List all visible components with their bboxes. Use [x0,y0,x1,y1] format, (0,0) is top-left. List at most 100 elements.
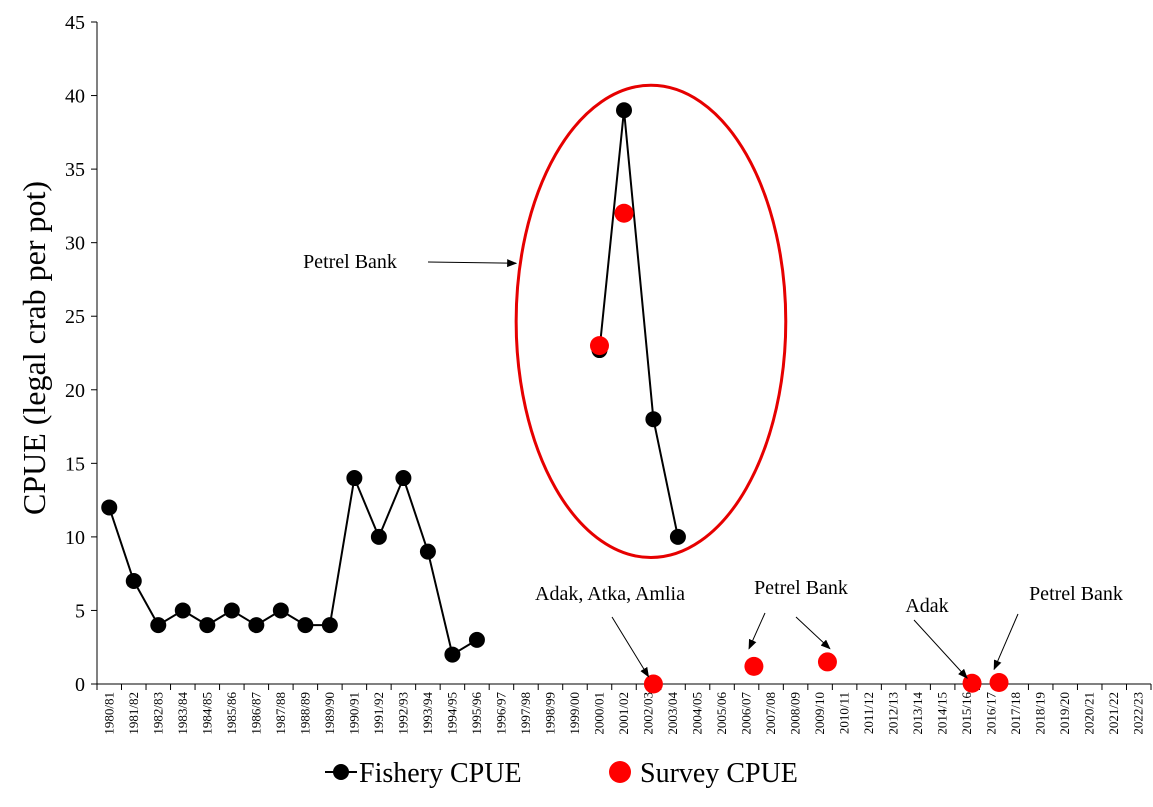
survey-cpue-point [589,336,609,356]
x-tick-label: 2008/09 [788,692,803,735]
annotation-arrow [611,616,650,678]
y-tick-label: 15 [65,453,85,475]
annotation-label: Petrel Bank [303,251,397,273]
y-tick-label: 45 [65,12,85,34]
x-tick-label: 2014/15 [935,692,950,735]
y-ticks: 0 5 10 15 20 25 30 35 40 45 [65,12,97,696]
y-tick-label: 35 [65,159,85,181]
fishery-cpue-point [223,602,240,619]
x-tick-label: 1990/91 [346,692,361,735]
x-tick-label: 1984/85 [199,692,214,735]
series-lines [108,110,679,657]
x-ticks: 1980/81 1981/82 1982/83 1983/84 1984/85 1985/… [96,684,1152,735]
x-tick-label: 1996/97 [493,692,508,735]
fishery-cpue-point [174,602,191,619]
x-tick-label: 2018/19 [1033,692,1048,735]
x-tick-label: 2015/16 [959,692,974,735]
y-tick-label: 40 [65,86,85,108]
y-tick-label: 25 [65,306,85,328]
fishery-cpue-point [272,602,289,619]
x-tick-label: 1980/81 [101,692,116,735]
x-tick-label: 2005/06 [714,692,729,735]
legend-survey-marker [609,761,631,783]
legend-fishery-marker [333,764,349,780]
annotation-arrow [427,259,518,268]
survey-cpue-point [614,203,634,223]
x-tick-label: 1982/83 [150,692,165,735]
petrel-bank-highlight-ellipse [514,83,788,559]
y-axis-label: CPUE (legal crab per pot) [16,181,52,515]
x-tick-label: 2003/04 [665,692,680,735]
x-tick-label: 1985/86 [224,692,239,735]
survey-cpue-point [817,652,837,672]
x-tick-label: 2022/23 [1131,692,1146,735]
annotation-label: Petrel Bank [1029,583,1123,605]
x-tick-label: 2013/14 [910,692,925,735]
fishery-cpue-point [370,528,387,545]
x-tick-label: 1999/00 [567,692,582,735]
annotation-label: Adak, Atka, Amlia [535,583,685,605]
x-tick-label: 1981/82 [126,692,141,735]
fishery-cpue-point [150,617,167,634]
x-tick-label: 1987/88 [273,692,288,735]
legend-fishery-label: Fishery CPUE [359,758,522,789]
x-tick-label: 2016/17 [984,692,999,735]
x-tick-label: 1994/95 [444,692,459,735]
fishery-cpue-point [669,528,686,545]
fishery-cpue-point [125,573,142,590]
legend: Fishery CPUE Survey CPUE [325,758,798,789]
x-tick-label: 1989/90 [322,692,337,735]
y-tick-label: 20 [65,380,85,402]
x-tick-label: 2002/03 [641,692,656,735]
annotation-label: Petrel Bank [754,577,848,599]
fishery-cpue-point [346,470,363,487]
annotation-label: Petrel Bank [754,577,848,599]
x-tick-label: 2021/22 [1106,692,1121,735]
survey-cpue-point [744,656,764,676]
survey-cpue-point [989,673,1009,693]
x-tick-label: 2001/02 [616,692,631,735]
x-tick-label: 1991/92 [371,692,386,735]
annotation-arrow [795,616,831,650]
y-tick-label: 30 [65,233,85,255]
y-tick-label: 0 [75,674,85,696]
x-tick-label: 1983/84 [175,692,190,735]
fishery-cpue-point [645,411,662,428]
fishery-cpue-point [444,646,461,663]
annotation-arrow [748,612,766,650]
x-tick-label: 1986/87 [248,692,263,735]
fishery-cpue-point [297,617,314,634]
x-tick-label: 2019/20 [1057,692,1072,735]
x-tick-label: 2009/10 [812,692,827,735]
fishery-cpue-point [248,617,265,634]
fishery-cpue-point [101,499,118,516]
fishery-cpue-point [321,617,338,634]
fishery-cpue-point [616,102,632,119]
annotations: Petrel Bank Adak, Atka, Amlia Petrel Bank P… [303,251,1123,679]
fishery-cpue-line [598,110,679,538]
x-tick-label: 1993/94 [420,692,435,735]
x-tick-label: 2006/07 [739,692,754,735]
fishery-cpue-line [108,474,478,657]
annotation-arrow [913,619,968,679]
x-tick-label: 2020/21 [1082,692,1097,735]
x-tick-label: 2010/11 [837,692,852,734]
legend-survey-label: Survey CPUE [640,758,798,789]
x-tick-label: 1988/89 [297,692,312,735]
x-tick-label: 1995/96 [469,692,484,735]
y-tick-label: 5 [75,600,85,622]
annotation-label: Adak [905,595,948,617]
fishery-cpue-point [395,470,412,487]
fishery-cpue-point [468,631,485,648]
x-tick-label: 2007/08 [763,692,778,735]
x-tick-label: 2004/05 [690,692,705,735]
y-tick-label: 10 [65,527,85,549]
series-markers [101,102,1009,694]
x-tick-label: 2000/01 [591,692,606,735]
x-tick-label: 2012/13 [886,692,901,735]
x-tick-label: 1992/93 [395,692,410,735]
survey-cpue-point [643,674,663,694]
x-tick-label: 1997/98 [518,692,533,735]
x-tick-label: 2011/12 [861,692,876,734]
